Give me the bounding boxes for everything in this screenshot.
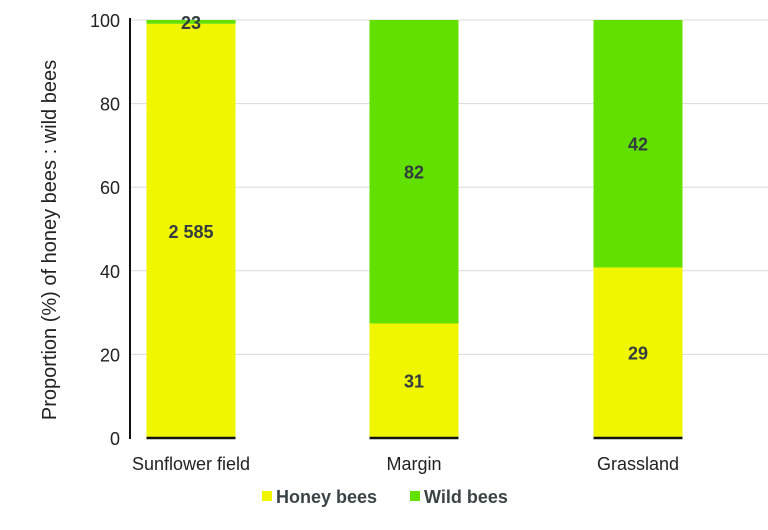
legend-label: Honey bees xyxy=(276,487,377,507)
x-tick-label: Grassland xyxy=(597,454,679,474)
y-tick-label: 100 xyxy=(90,11,120,31)
bar-segment-wild-bees xyxy=(593,20,683,268)
bar-segment-honey-bees xyxy=(146,23,236,439)
y-tick-label: 40 xyxy=(100,262,120,282)
legend-label: Wild bees xyxy=(424,487,508,507)
data-label: 31 xyxy=(404,372,424,392)
bar-segment-wild-bees xyxy=(369,20,459,324)
bar-segment-honey-bees xyxy=(593,267,683,438)
data-label: 29 xyxy=(628,344,648,364)
y-tick-label: 20 xyxy=(100,345,120,365)
data-label: 82 xyxy=(404,163,424,183)
data-label: 42 xyxy=(628,135,648,155)
y-tick-label: 80 xyxy=(100,95,120,115)
y-tick-label: 0 xyxy=(110,429,120,449)
axes: 0 20 40 60 80 100 Sunflower field Margin Grassla… xyxy=(90,11,683,474)
data-label: 2 585 xyxy=(168,222,213,242)
bar-segment-wild-bees xyxy=(146,20,236,24)
y-tick-label: 60 xyxy=(100,178,120,198)
data-label: 23 xyxy=(181,13,201,33)
legend: Honey bees Wild bees xyxy=(262,487,508,507)
legend-swatch xyxy=(410,491,420,501)
x-tick-label: Margin xyxy=(386,454,441,474)
bar-segment-honey-bees xyxy=(369,323,459,438)
bars: 2 585 23 31 82 29 42 xyxy=(146,13,683,439)
x-tick-label: Sunflower field xyxy=(132,454,250,474)
y-axis-label: Proportion (%) of honey bees : wild bees xyxy=(39,60,61,420)
legend-swatch xyxy=(262,491,272,501)
